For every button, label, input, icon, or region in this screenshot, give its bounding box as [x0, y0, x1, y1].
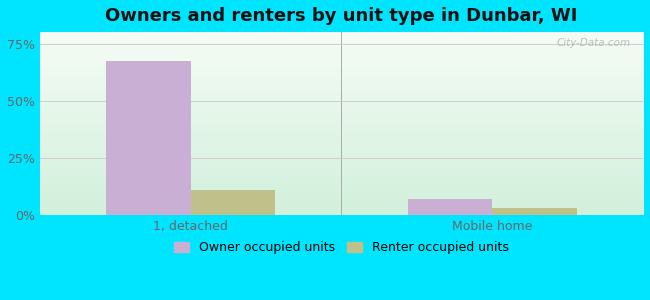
Text: City-Data.com: City-Data.com: [557, 38, 631, 48]
Bar: [106, 61, 190, 215]
Bar: [190, 190, 275, 215]
Legend: Owner occupied units, Renter occupied units: Owner occupied units, Renter occupied un…: [169, 236, 514, 259]
Title: Owners and renters by unit type in Dunbar, WI: Owners and renters by unit type in Dunba…: [105, 7, 578, 25]
Bar: [492, 208, 577, 215]
Bar: [408, 199, 492, 215]
